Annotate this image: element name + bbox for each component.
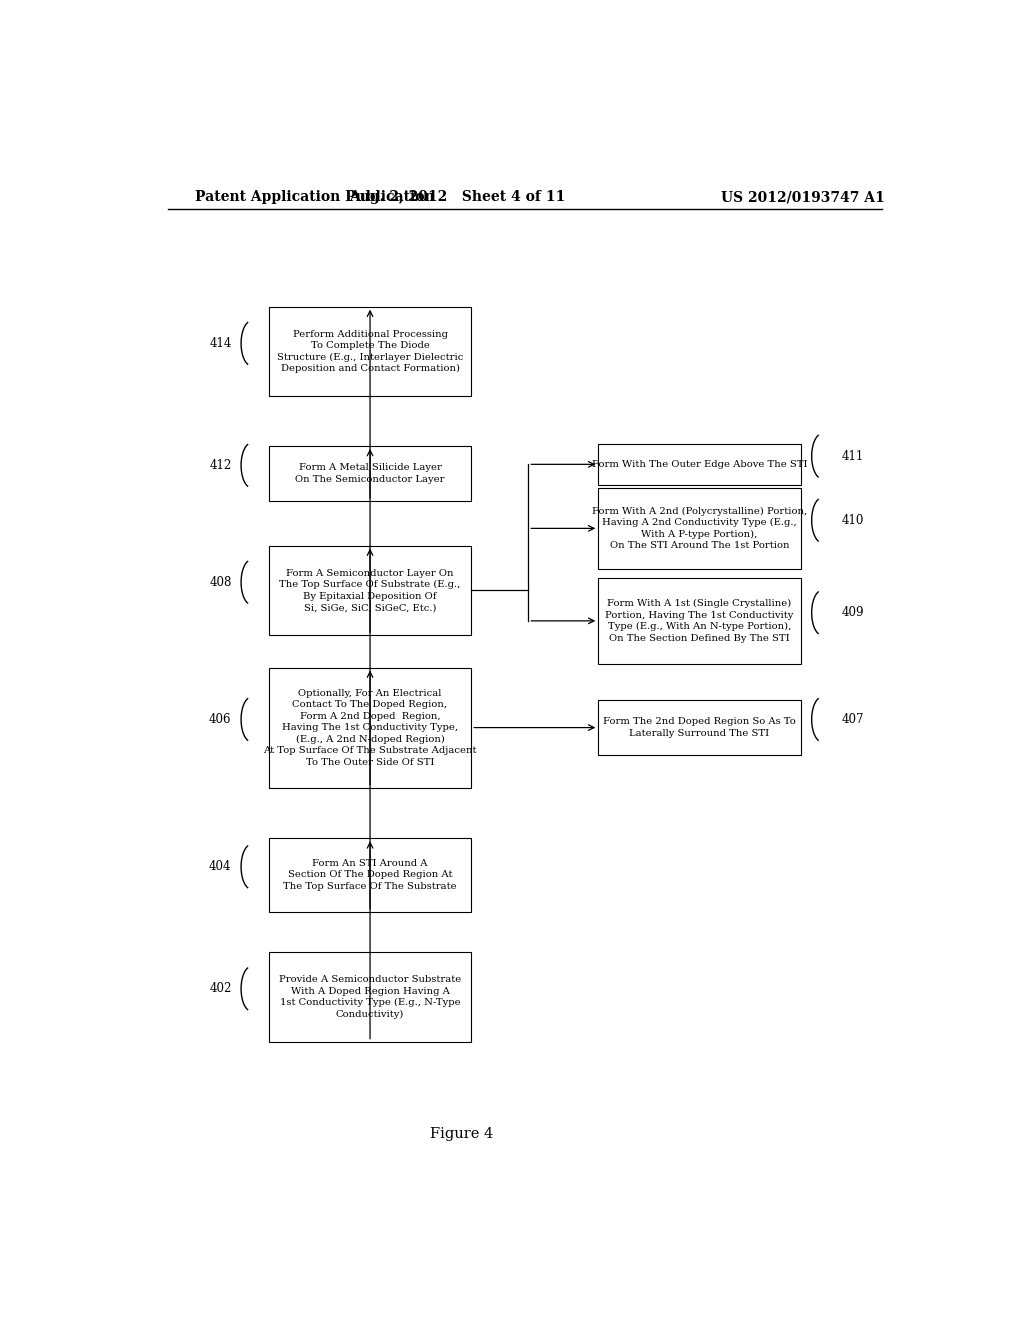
Text: Form With A 2nd (Polycrystalline) Portion,
Having A 2nd Conductivity Type (E.g.,: Form With A 2nd (Polycrystalline) Portio… — [592, 507, 807, 550]
Text: 407: 407 — [842, 713, 864, 726]
Bar — [598, 487, 801, 569]
Text: 414: 414 — [209, 337, 231, 350]
Text: Provide A Semiconductor Substrate
With A Doped Region Having A
1st Conductivity : Provide A Semiconductor Substrate With A… — [279, 975, 461, 1019]
Text: Figure 4: Figure 4 — [430, 1127, 493, 1142]
Text: Optionally, For An Electrical
Contact To The Doped Region,
Form A 2nd Doped  Reg: Optionally, For An Electrical Contact To… — [263, 689, 477, 767]
Text: 404: 404 — [209, 861, 231, 874]
Text: 410: 410 — [842, 513, 864, 527]
Bar — [269, 446, 471, 500]
Text: 411: 411 — [842, 450, 864, 463]
Text: Form With The Outer Edge Above The STI: Form With The Outer Edge Above The STI — [592, 459, 807, 469]
Text: 402: 402 — [209, 982, 231, 995]
Bar — [269, 668, 471, 788]
Text: Aug. 2, 2012   Sheet 4 of 11: Aug. 2, 2012 Sheet 4 of 11 — [349, 190, 565, 205]
Bar — [598, 700, 801, 755]
Text: Perform Additional Processing
To Complete The Diode
Structure (E.g., Interlayer : Perform Additional Processing To Complet… — [276, 330, 463, 374]
Text: Form With A 1st (Single Crystalline)
Portion, Having The 1st Conductivity
Type (: Form With A 1st (Single Crystalline) Por… — [605, 599, 794, 643]
Bar — [598, 578, 801, 664]
Bar — [269, 952, 471, 1041]
Text: 406: 406 — [209, 713, 231, 726]
Text: 409: 409 — [842, 606, 864, 619]
Text: Patent Application Publication: Patent Application Publication — [196, 190, 435, 205]
Bar — [269, 306, 471, 396]
Bar — [269, 545, 471, 635]
Text: Form An STI Around A
Section Of The Doped Region At
The Top Surface Of The Subst: Form An STI Around A Section Of The Dope… — [284, 859, 457, 891]
Text: 408: 408 — [209, 576, 231, 589]
Text: 412: 412 — [209, 459, 231, 471]
Text: Form The 2nd Doped Region So As To
Laterally Surround The STI: Form The 2nd Doped Region So As To Later… — [603, 717, 796, 738]
Text: Form A Semiconductor Layer On
The Top Surface Of Substrate (E.g.,
By Epitaxial D: Form A Semiconductor Layer On The Top Su… — [280, 569, 461, 612]
Bar — [269, 838, 471, 912]
Bar — [598, 444, 801, 484]
Text: US 2012/0193747 A1: US 2012/0193747 A1 — [721, 190, 885, 205]
Text: Form A Metal Silicide Layer
On The Semiconductor Layer: Form A Metal Silicide Layer On The Semic… — [295, 463, 444, 483]
